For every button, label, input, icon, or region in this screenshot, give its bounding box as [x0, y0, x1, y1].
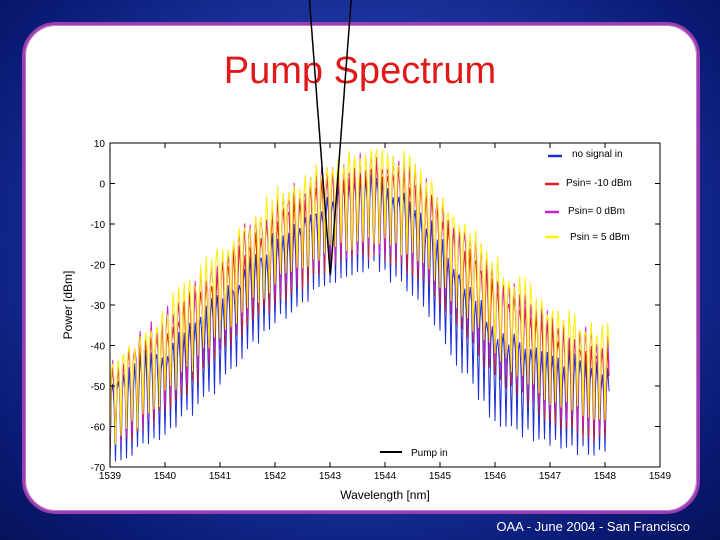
x-tick-label: 1539 [99, 471, 122, 482]
x-tick-label: 1549 [649, 471, 672, 482]
x-tick-label: 1546 [484, 471, 507, 482]
y-tick-label: -70 [91, 463, 106, 474]
x-tick-label: 1547 [539, 471, 562, 482]
legend: no signal in Psin= -10 dBm Psin= 0 dBm Psin… [380, 149, 632, 459]
slide-title: Pump Spectrum [223, 50, 497, 92]
content-card [22, 22, 700, 514]
y-tick-label: 10 [94, 139, 106, 150]
y-tick-label: -20 [91, 261, 106, 272]
x-tick-label: 1542 [264, 471, 287, 482]
y-tick-label: -30 [91, 301, 106, 312]
legend-entry: no signal in [572, 149, 623, 160]
series-layer [109, 0, 610, 465]
y-tick-label: -40 [91, 342, 106, 353]
x-tick-label: 1548 [594, 471, 617, 482]
pump-in-line [308, 0, 352, 276]
y-tick-label: 0 [99, 180, 105, 191]
legend-entry: Pump in [411, 448, 448, 459]
y-tick-label: -10 [91, 220, 106, 231]
y-tick-label: -60 [91, 423, 106, 434]
x-tick-label: 1544 [374, 471, 397, 482]
legend-entry: Psin= -10 dBm [566, 178, 632, 189]
ticks-layer: 1539 1540 1541 1542 1543 1544 1545 1546 1547 1548… [91, 139, 672, 482]
x-tick-label: 1540 [154, 471, 177, 482]
x-tick-label: 1545 [429, 471, 452, 482]
y-tick-label: -50 [91, 382, 106, 393]
legend-entry: Psin = 5 dBm [570, 232, 630, 243]
x-tick-label: 1541 [209, 471, 232, 482]
x-axis-label: Wavelength [nm] [340, 488, 430, 502]
y-axis-label: Power [dBm] [61, 271, 75, 340]
legend-entry: Psin= 0 dBm [568, 206, 625, 217]
series-line [109, 148, 610, 445]
footer-text: OAA - June 2004 - San Francisco [496, 519, 690, 534]
x-tick-label: 1543 [319, 471, 342, 482]
